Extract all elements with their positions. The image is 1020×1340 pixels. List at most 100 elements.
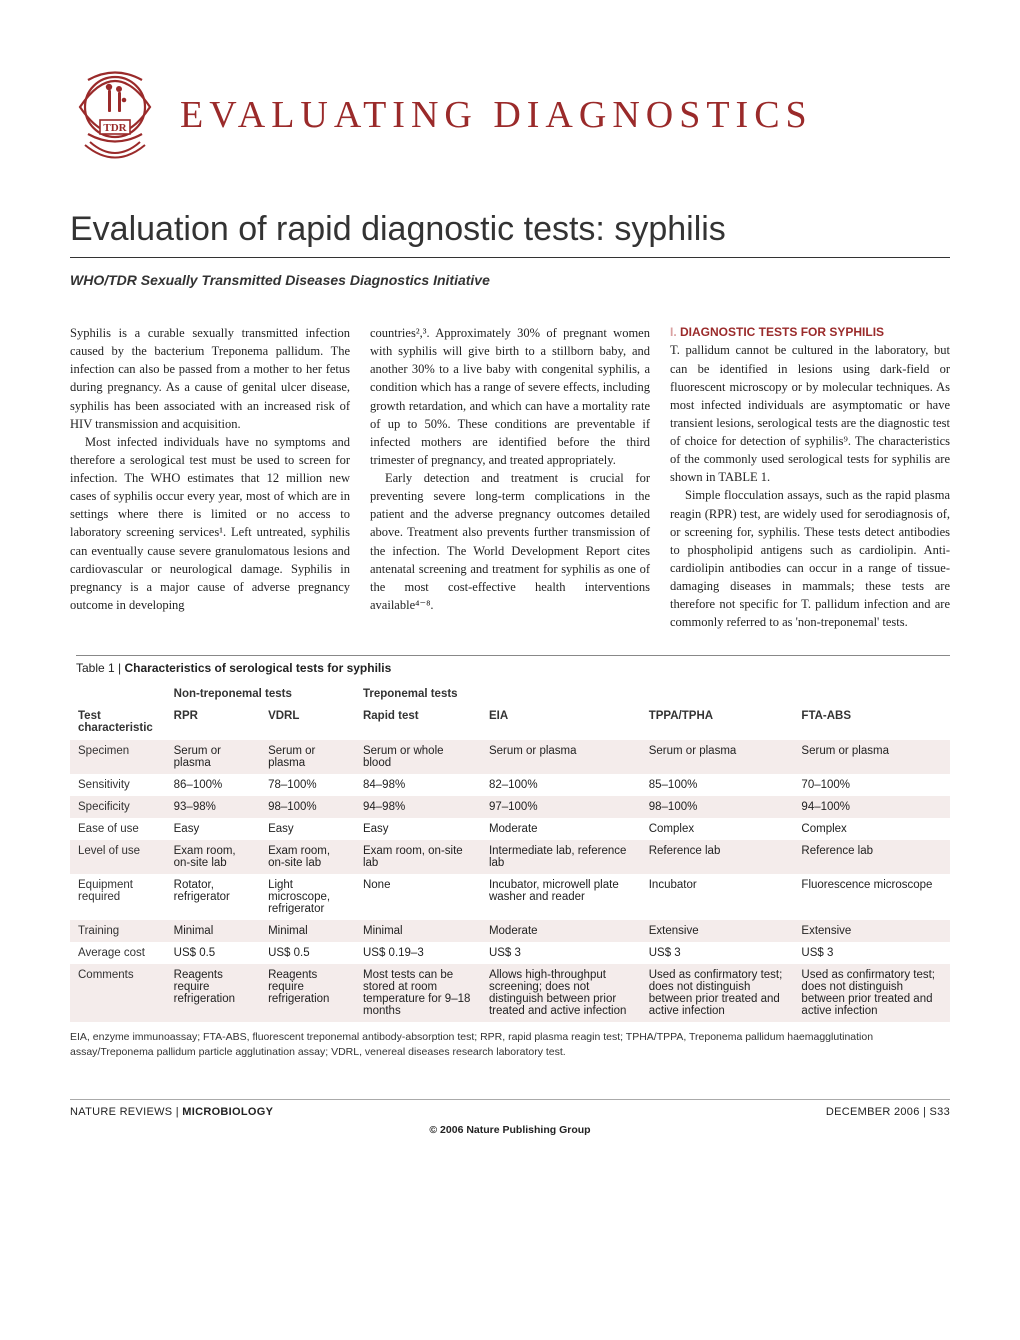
col-group-treponemal: Treponemal tests <box>355 680 950 705</box>
table-cell: Minimal <box>355 920 481 942</box>
svg-text:TDR: TDR <box>103 122 127 134</box>
footer-right: DECEMBER 2006 | S33 <box>826 1106 950 1118</box>
table-cell: Reference lab <box>793 840 950 874</box>
table-row: Equipment requiredRotator, refrigeratorL… <box>70 874 950 920</box>
table-cell: Easy <box>260 818 355 840</box>
table-cell: US$ 0.5 <box>166 942 260 964</box>
table-cell: Reference lab <box>641 840 794 874</box>
table-cell: US$ 3 <box>641 942 794 964</box>
table-cell: Extensive <box>641 920 794 942</box>
table-cell: Reagents require refrigeration <box>260 964 355 1022</box>
table-row: Ease of useEasyEasyEasyModerateComplexCo… <box>70 818 950 840</box>
table-cell: Serum or plasma <box>481 740 641 774</box>
row-label: Specificity <box>70 796 166 818</box>
table-row: Average costUS$ 0.5US$ 0.5US$ 0.19–3US$ … <box>70 942 950 964</box>
footer-prefix: NATURE REVIEWS | <box>70 1106 182 1118</box>
table-caption: Table 1 | Characteristics of serological… <box>76 655 950 680</box>
table-cell: Used as confirmatory test; does not dist… <box>793 964 950 1022</box>
row-label: Equipment required <box>70 874 166 920</box>
body-para: Simple flocculation assays, such as the … <box>670 486 950 631</box>
page-footer: NATURE REVIEWS | MICROBIOLOGY DECEMBER 2… <box>70 1099 950 1118</box>
table-cell: 86–100% <box>166 774 260 796</box>
col-group-nontreponemal: Non-treponemal tests <box>166 680 355 705</box>
article-title: Evaluation of rapid diagnostic tests: sy… <box>70 210 950 249</box>
table-cell: 98–100% <box>641 796 794 818</box>
page: TDR EVALUATING DIAGNOSTICS Evaluation of… <box>0 0 1020 1176</box>
table-cell: 85–100% <box>641 774 794 796</box>
table-cell: 94–98% <box>355 796 481 818</box>
col-header: Rapid test <box>355 705 481 740</box>
table-row: TrainingMinimalMinimalMinimalModerateExt… <box>70 920 950 942</box>
table-title-text: Characteristics of serological tests for… <box>125 661 392 675</box>
section-number: I. <box>670 325 677 339</box>
body-col-2: countries²,³. Approximately 30% of pregn… <box>370 324 650 631</box>
table-cell: Exam room, on-site lab <box>166 840 260 874</box>
table-cell: US$ 0.19–3 <box>355 942 481 964</box>
table-cell: 94–100% <box>793 796 950 818</box>
table-cell: Moderate <box>481 920 641 942</box>
table-cell: Incubator, microwell plate washer and re… <box>481 874 641 920</box>
table-cell: Minimal <box>166 920 260 942</box>
table-cell: Minimal <box>260 920 355 942</box>
row-label: Average cost <box>70 942 166 964</box>
body-para: countries²,³. Approximately 30% of pregn… <box>370 324 650 469</box>
table-1: Table 1 | Characteristics of serological… <box>70 655 950 1058</box>
table-cell: Serum or plasma <box>793 740 950 774</box>
row-label: Comments <box>70 964 166 1022</box>
table-cell: 82–100% <box>481 774 641 796</box>
table-cell: Complex <box>641 818 794 840</box>
table-cell: Serum or whole blood <box>355 740 481 774</box>
body-para: Syphilis is a curable sexually transmitt… <box>70 324 350 433</box>
table-cell: Extensive <box>793 920 950 942</box>
col-header: FTA-ABS <box>793 705 950 740</box>
table-cell: Serum or plasma <box>260 740 355 774</box>
table-cell: Reagents require refrigeration <box>166 964 260 1022</box>
table-cell: Complex <box>793 818 950 840</box>
table-cell: Easy <box>166 818 260 840</box>
table-cell: US$ 3 <box>793 942 950 964</box>
table-cell: US$ 3 <box>481 942 641 964</box>
table-cell: Intermediate lab, reference lab <box>481 840 641 874</box>
row-label: Level of use <box>70 840 166 874</box>
table-cell: Fluorescence microscope <box>793 874 950 920</box>
body-col-1: Syphilis is a curable sexually transmitt… <box>70 324 350 631</box>
table-cell: US$ 0.5 <box>260 942 355 964</box>
table-cell: Exam room, on-site lab <box>260 840 355 874</box>
table-cell: Incubator <box>641 874 794 920</box>
table-cell: Light microscope, refrigerator <box>260 874 355 920</box>
table-cell: Serum or plasma <box>641 740 794 774</box>
table-row: SpecimenSerum or plasmaSerum or plasmaSe… <box>70 740 950 774</box>
tdr-logo: TDR <box>70 60 160 170</box>
table-cell: 98–100% <box>260 796 355 818</box>
section-heading: I. DIAGNOSTIC TESTS FOR SYPHILIS <box>670 324 950 341</box>
serological-tests-table: Non-treponemal tests Treponemal tests Te… <box>70 680 950 1022</box>
table-cell: Used as confirmatory test; does not dist… <box>641 964 794 1022</box>
body-columns: Syphilis is a curable sexually transmitt… <box>70 324 950 631</box>
table-row: CommentsReagents require refrigerationRe… <box>70 964 950 1022</box>
col-header: VDRL <box>260 705 355 740</box>
table-cell: Allows high-throughput screening; does n… <box>481 964 641 1022</box>
footer-left: NATURE REVIEWS | MICROBIOLOGY <box>70 1106 273 1118</box>
table-row: Sensitivity86–100%78–100%84–98%82–100%85… <box>70 774 950 796</box>
col-header-characteristic: Test characteristic <box>70 705 166 740</box>
col-header: EIA <box>481 705 641 740</box>
title-rule <box>70 257 950 258</box>
footer-journal: MICROBIOLOGY <box>182 1106 273 1118</box>
table-row: Level of useExam room, on-site labExam r… <box>70 840 950 874</box>
table-cell: Serum or plasma <box>166 740 260 774</box>
row-label: Sensitivity <box>70 774 166 796</box>
row-label: Training <box>70 920 166 942</box>
col-header: TPPA/TPHA <box>641 705 794 740</box>
row-label: Ease of use <box>70 818 166 840</box>
table-cell: 93–98% <box>166 796 260 818</box>
table-cell: Easy <box>355 818 481 840</box>
table-cell: 97–100% <box>481 796 641 818</box>
table-cell: Rotator, refrigerator <box>166 874 260 920</box>
body-para: Most infected individuals have no sympto… <box>70 433 350 614</box>
row-label: Specimen <box>70 740 166 774</box>
banner-title: EVALUATING DIAGNOSTICS <box>180 93 813 137</box>
body-para: T. pallidum cannot be cultured in the la… <box>670 341 950 486</box>
table-cell: 78–100% <box>260 774 355 796</box>
body-col-3: I. DIAGNOSTIC TESTS FOR SYPHILIS T. pall… <box>670 324 950 631</box>
table-footnote: EIA, enzyme immunoassay; FTA-ABS, fluore… <box>70 1030 950 1058</box>
